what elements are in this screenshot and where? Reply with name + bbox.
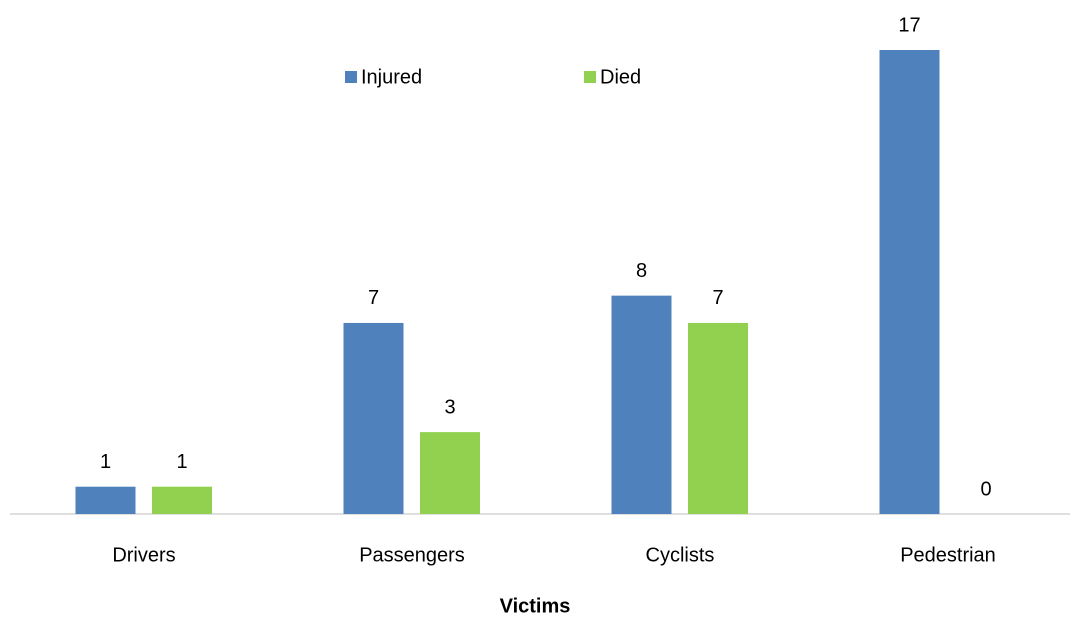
data-label: 3 <box>444 396 455 418</box>
bar <box>688 322 748 514</box>
bar <box>152 486 212 514</box>
x-tick-label: Drivers <box>112 544 175 566</box>
bar <box>611 295 672 514</box>
data-label: 1 <box>100 451 111 473</box>
bar <box>879 50 940 514</box>
x-tick-label: Cyclists <box>646 544 715 566</box>
data-label: 17 <box>898 14 920 36</box>
data-label: 7 <box>368 287 379 309</box>
data-label: 1 <box>176 451 187 473</box>
x-axis-label: Victims <box>500 595 571 617</box>
x-tick-label: Passengers <box>359 544 465 566</box>
legend-label: Died <box>600 66 641 88</box>
legend-swatch <box>345 71 357 83</box>
x-tick-label: Pedestrian <box>900 544 996 566</box>
data-label: 0 <box>980 478 991 500</box>
bar <box>343 322 404 514</box>
data-label: 7 <box>712 287 723 309</box>
legend-swatch <box>584 71 596 83</box>
bar <box>420 432 480 514</box>
bar <box>75 486 136 514</box>
data-label: 8 <box>636 260 647 282</box>
legend-label: Injured <box>361 66 422 88</box>
